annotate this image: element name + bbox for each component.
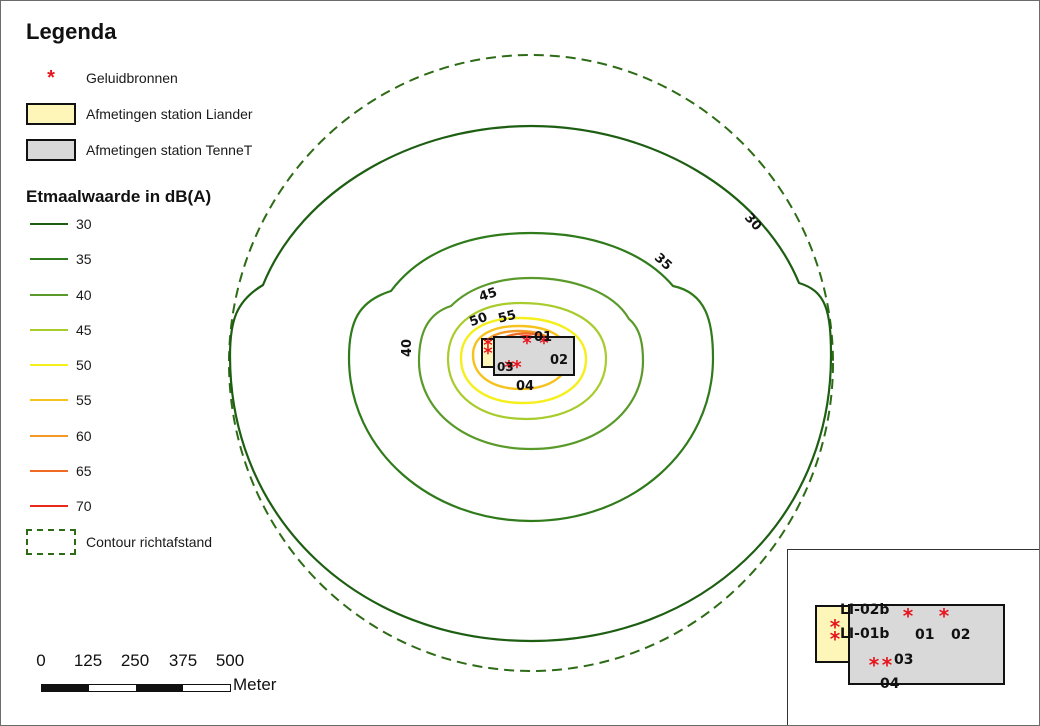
noise-source-marker: *	[512, 357, 522, 378]
noise-source-marker: *	[830, 615, 841, 639]
noise-source-marker: *	[522, 333, 532, 354]
contour-line-swatch	[30, 294, 68, 296]
contour-value: 55	[76, 392, 92, 408]
noise-source-marker: *	[882, 653, 893, 677]
asterisk-icon: *	[47, 67, 55, 89]
scale-segment	[42, 685, 89, 691]
legend-contour-40: 40	[26, 282, 92, 308]
contour-line-swatch	[30, 258, 68, 260]
scale-tick: 0	[36, 651, 46, 670]
contour-40	[417, 276, 645, 451]
scale-unit: Meter	[233, 675, 277, 694]
legend-contour-60: 60	[26, 423, 92, 449]
contour-label-45: 45	[477, 285, 499, 305]
scale-ticks: 0 125 250 375 500	[33, 651, 263, 671]
liander-swatch	[26, 103, 76, 125]
contour-35	[347, 231, 715, 523]
legend-item-label: Geluidbronnen	[86, 70, 178, 86]
source-label-04: 04	[516, 379, 534, 394]
inset-noise-sources: * * * * * *	[830, 604, 950, 677]
legend-item-distance-contour: Contour richtafstand	[26, 529, 212, 555]
scale-tick: 375	[168, 651, 198, 670]
contour-label-55: 55	[497, 308, 518, 327]
legend-contour-50: 50	[26, 352, 92, 378]
dashed-contour-swatch	[26, 529, 76, 555]
legend-item-station-tennet: Afmetingen station TenneT	[26, 137, 252, 163]
contour-label-35: 35	[651, 250, 674, 273]
inset-label-04: 04	[880, 676, 900, 692]
legend-contour-55: 55	[26, 387, 92, 413]
contour-value: 60	[76, 428, 92, 444]
noise-source-marker: *	[830, 627, 841, 651]
scale-tick: 125	[73, 651, 103, 670]
contour-line-swatch	[30, 470, 68, 472]
contour-45	[446, 301, 608, 421]
contour-value: 40	[76, 287, 92, 303]
contour-value: 45	[76, 322, 92, 338]
scale-segment	[183, 685, 230, 691]
inset-label-01: 01	[915, 627, 934, 643]
contour-value: 70	[76, 498, 92, 514]
source-label-01: 01	[534, 330, 552, 345]
scale-segment	[136, 685, 183, 691]
legend-contour-65: 65	[26, 458, 92, 484]
noise-source-marker: *	[539, 333, 549, 354]
scale-segment	[89, 685, 136, 691]
inset-map: * * * * * * LI-02b LI-01b 01 02 03 04	[787, 549, 1039, 725]
tennet-swatch	[26, 139, 76, 161]
legend-item-label: Afmetingen station Liander	[86, 106, 253, 122]
inset-station-tennet	[848, 604, 1005, 685]
contour-line-swatch	[30, 435, 68, 437]
scale-tick: 250	[120, 651, 150, 670]
contour-line-swatch	[30, 223, 68, 225]
contour-label-40: 40	[400, 339, 415, 357]
noise-source-marker: *	[504, 357, 514, 378]
legend-item-geluidbronnen: * Geluidbronnen	[26, 65, 178, 91]
inset-label-li-01b: LI-01b	[840, 626, 889, 642]
noise-sources: * * * * * *	[483, 333, 549, 378]
contour-value: 65	[76, 463, 92, 479]
source-label-02: 02	[550, 353, 568, 368]
legend-contour-45: 45	[26, 317, 92, 343]
contour-30	[228, 124, 833, 643]
source-label-03: 03	[497, 360, 514, 374]
contour-value: 30	[76, 216, 92, 232]
legend-contour-30: 30	[26, 211, 92, 237]
contour-50	[459, 316, 588, 405]
scale-bar-segments	[41, 684, 231, 692]
legend-contour-70: 70	[26, 493, 92, 519]
inset-label-03: 03	[894, 652, 913, 668]
inset-label-02: 02	[951, 627, 970, 643]
legend-item-label: Afmetingen station TenneT	[86, 142, 253, 158]
contour-line-swatch	[30, 364, 68, 366]
legend: Legenda * Geluidbronnen Afmetingen stati…	[1, 1, 321, 581]
legend-item-label: Contour richtafstand	[86, 534, 213, 550]
richtafstand-contour	[228, 54, 834, 672]
noise-source-marker: *	[903, 604, 914, 628]
noise-source-marker: *	[939, 604, 950, 628]
contour-label-30: 30	[741, 211, 764, 234]
contour-line-swatch	[30, 505, 68, 507]
noise-source-marker: *	[483, 335, 493, 356]
contour-legend-heading: Etmaalwaarde in dB(A)	[26, 187, 212, 206]
scale-bar: 0 125 250 375 500 Meter	[33, 651, 313, 701]
contour-line-swatch	[30, 399, 68, 401]
contour-line-swatch	[30, 329, 68, 331]
contour-value: 50	[76, 357, 92, 373]
legend-contour-35: 35	[26, 246, 92, 272]
inset-map-graphic: * * * * * * LI-02b LI-01b 01 02 03 04	[815, 602, 1005, 692]
station-tennet	[493, 336, 575, 376]
noise-source-marker: *	[483, 343, 493, 364]
noise-source-marker: *	[869, 653, 880, 677]
contour-value: 35	[76, 251, 92, 267]
legend-title: Legenda	[26, 19, 117, 44]
contour-label-50: 50	[467, 310, 489, 330]
inset-label-li-02b: LI-02b	[840, 602, 889, 618]
scale-tick: 500	[215, 651, 245, 670]
legend-item-station-liander: Afmetingen station Liander	[26, 101, 253, 127]
